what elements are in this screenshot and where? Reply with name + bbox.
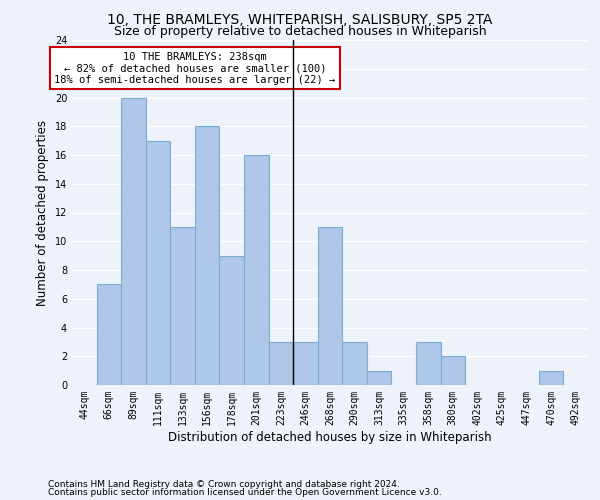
Bar [342,342,367,385]
Bar [318,227,342,385]
X-axis label: Distribution of detached houses by size in Whiteparish: Distribution of detached houses by size … [168,430,492,444]
Bar [367,370,391,385]
Bar [170,227,195,385]
Text: Contains HM Land Registry data © Crown copyright and database right 2024.: Contains HM Land Registry data © Crown c… [48,480,400,489]
Bar [121,98,146,385]
Bar [293,342,318,385]
Bar [220,256,244,385]
Bar [440,356,465,385]
Text: Contains public sector information licensed under the Open Government Licence v3: Contains public sector information licen… [48,488,442,497]
Bar [416,342,440,385]
Bar [269,342,293,385]
Bar [244,155,269,385]
Bar [146,140,170,385]
Y-axis label: Number of detached properties: Number of detached properties [36,120,49,306]
Text: Size of property relative to detached houses in Whiteparish: Size of property relative to detached ho… [113,25,487,38]
Text: 10 THE BRAMLEYS: 238sqm
← 82% of detached houses are smaller (100)
18% of semi-d: 10 THE BRAMLEYS: 238sqm ← 82% of detache… [54,52,335,84]
Bar [97,284,121,385]
Text: 10, THE BRAMLEYS, WHITEPARISH, SALISBURY, SP5 2TA: 10, THE BRAMLEYS, WHITEPARISH, SALISBURY… [107,12,493,26]
Bar [539,370,563,385]
Bar [195,126,220,385]
